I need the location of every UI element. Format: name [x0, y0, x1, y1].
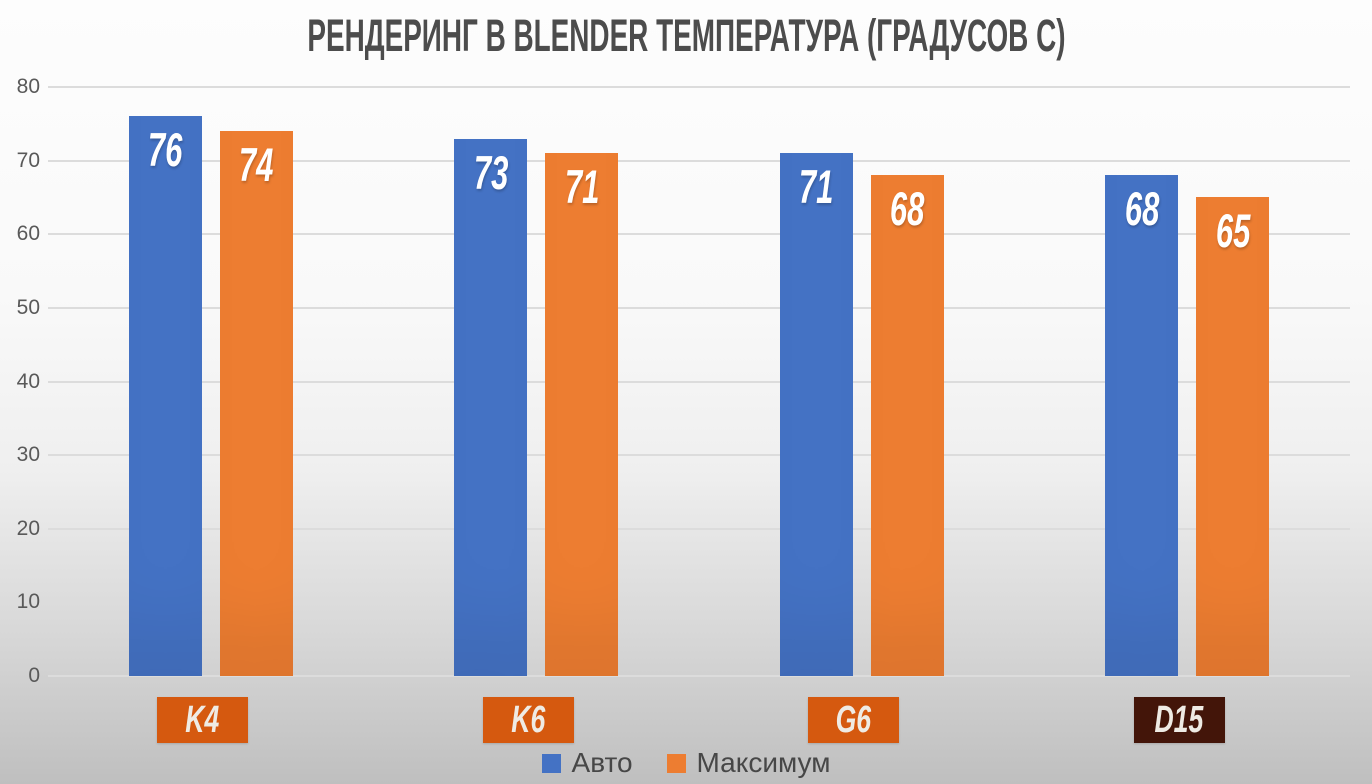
y-axis-tick-50: 50: [16, 295, 40, 319]
value-label-series2-k4: 74: [220, 141, 293, 188]
legend-swatch-series1: [541, 753, 561, 773]
y-axis-tick-70: 70: [16, 148, 40, 172]
y-axis-tick-60: 60: [16, 222, 40, 246]
category-label-k6: K6: [482, 697, 574, 743]
value-text: 74: [238, 138, 274, 192]
category-text: K6: [511, 699, 546, 741]
value-text: 71: [564, 160, 600, 214]
bar-series2-g6: [870, 175, 944, 676]
value-label-series2-g6: 68: [871, 185, 944, 232]
legend-item-series2: Максимум: [666, 747, 831, 778]
gridline-y60: [48, 233, 1350, 236]
chart-title-text: РЕНДЕРИНГ В BLENDER ТЕМПЕРАТУРА (ГРАДУСО…: [306, 10, 1066, 61]
value-text: 68: [1124, 182, 1160, 236]
legend-swatch-series2: [666, 753, 686, 773]
value-label-series2-d15: 65: [1196, 207, 1269, 254]
legend: Авто Максимум: [0, 744, 1372, 782]
value-label-series1-g6: 71: [780, 163, 853, 210]
category-text: G6: [835, 699, 872, 741]
bar-series2-k6: [545, 153, 619, 676]
value-text: 73: [473, 145, 509, 199]
chart-title: РЕНДЕРИНГ В BLENDER ТЕМПЕРАТУРА (ГРАДУСО…: [0, 10, 1372, 62]
legend-item-series1: Авто: [541, 747, 633, 778]
value-text: 71: [798, 160, 834, 214]
bar-series1-g6: [779, 153, 853, 676]
gridline-y30: [48, 454, 1350, 457]
gridline-y70: [48, 159, 1350, 162]
category-label-k4: K4: [157, 697, 249, 743]
y-axis-tick-20: 20: [16, 516, 40, 540]
value-label-series2-k6: 71: [545, 163, 618, 210]
y-axis-tick-40: 40: [16, 369, 40, 393]
value-text: 68: [889, 182, 925, 236]
gridline-y20: [48, 527, 1350, 530]
bar-series2-d15: [1196, 197, 1270, 676]
category-text: K4: [185, 699, 220, 741]
gridline-y0: [48, 675, 1350, 677]
gridline-y10: [48, 601, 1350, 604]
y-axis-tick-0: 0: [28, 664, 40, 687]
value-label-series1-k6: 73: [454, 149, 527, 196]
value-text: 65: [1215, 204, 1251, 258]
category-label-g6: G6: [808, 697, 900, 743]
y-axis-tick-80: 80: [16, 75, 40, 98]
bar-series1-d15: [1105, 175, 1179, 676]
y-axis-tick-30: 30: [16, 443, 40, 467]
value-label-series1-d15: 68: [1105, 185, 1178, 232]
gridline-y50: [48, 306, 1350, 309]
value-label-series1-k4: 76: [129, 126, 202, 173]
category-label-d15: D15: [1133, 697, 1225, 743]
bar-series1-k4: [128, 116, 202, 676]
y-axis-tick-10: 10: [16, 590, 40, 614]
legend-label-series1: Авто: [571, 747, 633, 778]
bar-series2-k4: [219, 131, 293, 676]
legend-label-series2: Максимум: [696, 747, 831, 778]
bar-series1-k6: [454, 138, 528, 676]
gridline-y40: [48, 380, 1350, 383]
category-text: D15: [1154, 699, 1204, 741]
gridline-y80: [48, 86, 1350, 88]
value-text: 76: [147, 123, 183, 177]
